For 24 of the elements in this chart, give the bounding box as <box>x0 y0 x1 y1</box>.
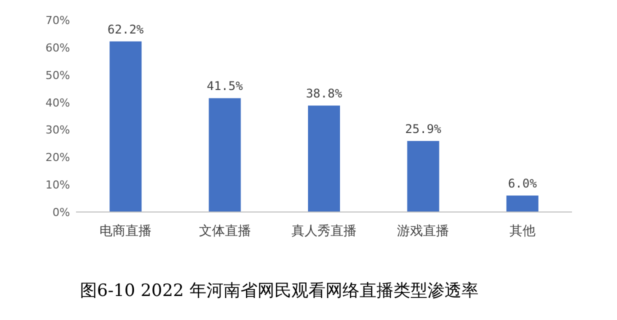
data-label: 38.8% <box>306 86 343 101</box>
y-tick-label: 50% <box>46 68 70 82</box>
y-tick-label: 60% <box>46 41 70 54</box>
bar <box>110 41 142 212</box>
bar <box>208 98 241 212</box>
y-tick-label: 0% <box>52 206 70 219</box>
y-tick-label: 40% <box>46 96 70 110</box>
data-label: 62.2% <box>108 22 144 36</box>
data-label: 41.5% <box>206 79 244 94</box>
data-label: 25.9% <box>405 122 442 136</box>
y-tick-label: 70% <box>46 14 70 27</box>
x-tick-label: 文体直播 <box>198 224 251 239</box>
data-label: 6.0% <box>508 176 538 191</box>
y-tick-label: 10% <box>46 178 70 192</box>
y-tick-label: 30% <box>46 124 70 137</box>
x-tick-label: 真人秀直播 <box>292 224 356 239</box>
x-tick-label: 其他 <box>509 224 536 239</box>
y-tick-label: 20% <box>46 151 70 164</box>
x-tick-label: 电商直播 <box>100 224 152 239</box>
x-tick-label: 游戏直播 <box>397 224 450 239</box>
text: 图6-10 2022 年河南省网民观看网络直播类型渗透率 <box>80 281 478 301</box>
bar <box>407 140 440 212</box>
bar <box>308 106 340 212</box>
bar <box>506 196 538 212</box>
